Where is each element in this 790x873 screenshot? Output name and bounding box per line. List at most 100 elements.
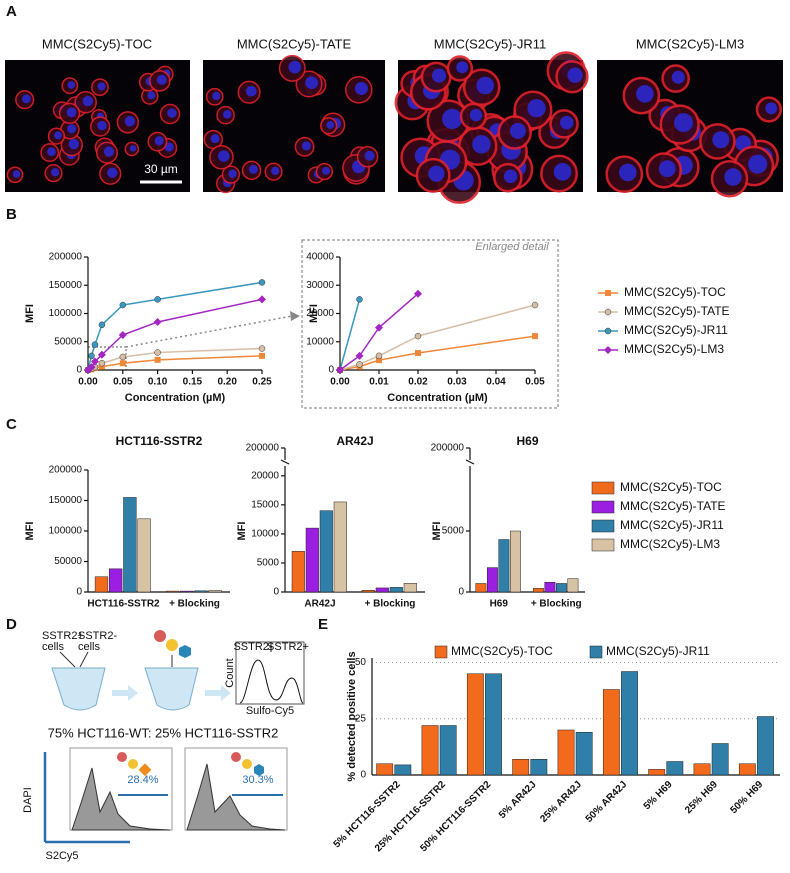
arrow-head [290,311,300,321]
marker [356,296,363,303]
marker [154,356,161,363]
y-tick-label: 200000 [49,252,83,263]
nucleus [288,60,302,74]
nucleus [456,61,469,74]
x-axis-label: Concentration (µM) [387,392,488,404]
marker [119,360,126,367]
nucleus [527,99,546,118]
label: SSTR2+ [267,641,309,653]
x-tick-label: 0.15 [183,377,203,388]
nucleus [469,108,483,122]
marker [604,327,612,335]
marker [258,279,266,286]
x-tick-label: 0.00 [78,377,98,388]
nucleus [560,115,574,130]
icon [154,630,166,642]
y-tick-label: 50000 [54,556,82,567]
x-tick-label: 0.20 [217,377,237,388]
y-tick-label: 200000 [431,443,465,454]
x-tick-label: 25% H69 [683,779,720,816]
label: SSTR2- [233,641,272,653]
bar [137,518,151,593]
nucleus [97,120,107,131]
bar [757,716,774,776]
bar [123,497,137,593]
bar [567,578,579,593]
axis-label: DAPI [22,787,34,813]
bar [556,583,567,593]
y-tick-label: 10000 [306,336,334,347]
bar [544,581,556,593]
nucleus [431,68,447,83]
icon [166,639,178,651]
nucleus [476,76,494,95]
x-tick-label: 5% H69 [642,779,675,812]
label: cells [78,641,101,653]
icon [242,759,252,769]
y-tick-label: 0 [76,365,82,376]
chart-title: HCT116-SSTR2 [116,434,203,448]
nucleus [156,74,167,85]
x-tick-label: 5% AR42J [497,779,539,821]
legend-label: MMC(S2Cy5)-JR11 [624,323,728,337]
bar [498,539,510,593]
pipette [59,651,89,668]
x-tick-label: AR42J [304,599,335,610]
nucleus [619,163,637,182]
marker [376,357,382,364]
y-axis-label: MFI [308,304,320,323]
nucleus [671,70,685,84]
y-tick-label: 20000 [251,470,279,481]
marker [375,352,383,360]
bar [403,583,417,593]
y-tick-label: 150000 [49,495,83,506]
bar [575,732,593,776]
nucleus [212,91,221,101]
bar [94,576,109,593]
icon [231,752,241,762]
image-title: MMC(S2Cy5)-TATE [237,36,352,51]
bar [376,763,394,776]
marker [604,308,612,316]
marker [118,330,127,339]
bar [333,501,347,593]
marker [154,296,161,303]
nucleus [472,135,491,154]
legend-label: MMC(S2Cy5)-LM3 [620,537,720,551]
panel-a: MMC(S2Cy5)-TOC MMC(S2Cy5)-TATE MMC(S2Cy5… [42,36,744,51]
marker [336,366,344,374]
icon [254,764,264,776]
x-tick-label: 0.02 [408,377,428,388]
x-tick-label: 0.05 [113,377,133,388]
nucleus [210,134,220,144]
y-tick-label: 5000 [257,558,280,569]
bar [530,759,548,776]
x-tick-label: 0.03 [447,377,467,388]
y-axis-label: % detected positive cells [346,651,358,781]
y-tick-label: 0 [360,770,366,781]
nucleus [326,121,335,129]
label: Count [224,658,236,687]
series-line [339,299,361,371]
y-tick-label: 100000 [49,526,83,537]
panel-label: A [6,3,17,20]
bar [466,673,484,776]
nucleus [364,150,375,161]
marker [375,323,383,332]
nucleus [674,113,693,133]
marker [531,301,539,309]
nucleus [47,147,56,157]
panel-d: SSTR2+ cells SSTR2- cells SSTR2- SSTR2+ … [22,630,309,862]
nucleus [82,95,94,107]
x-tick-label: 0.05 [525,377,545,388]
axis-label: S2Cy5 [45,850,78,862]
legend-swatch [591,481,615,495]
y-tick-label: 30000 [306,280,334,291]
x-tick-label: HCT116-SSTR2 [87,599,160,610]
nucleus [67,124,77,134]
bar [666,761,684,776]
bar [394,764,412,776]
label: SSTR2+ [42,630,84,642]
y-tick-label: 20000 [306,308,334,319]
